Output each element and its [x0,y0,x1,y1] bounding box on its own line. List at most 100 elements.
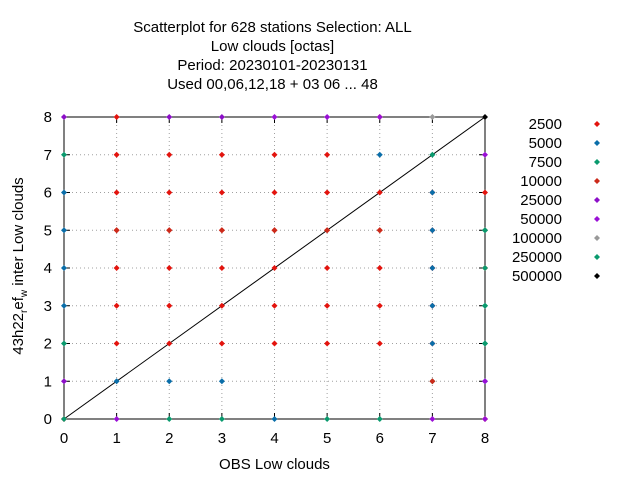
x-tick-label: 6 [376,430,384,447]
scatter-point [113,151,120,158]
scatter-point [166,340,173,347]
scatter-point [218,227,225,234]
legend-marker [594,235,600,241]
scatter-point [113,265,120,271]
scatter-point [166,114,173,120]
scatter-point [61,114,67,120]
chart-title-line-1: Scatterplot for 628 stations Selection: … [133,19,412,36]
scatter-point [271,302,278,309]
scatter-point [113,302,120,309]
y-tick-label: 1 [44,373,52,390]
scatter-point [324,302,331,309]
scatter-point [61,302,67,309]
scatter-point [218,302,225,309]
x-tick-label: 7 [428,430,436,447]
scatter-point [376,189,383,196]
legend-marker [594,178,600,184]
scatter-point [113,189,120,196]
scatter-point [166,227,173,234]
scatter-point [376,114,383,120]
x-axis-label: OBS Low clouds [219,456,330,473]
scatter-point [324,340,331,347]
scatter-point [166,189,173,196]
x-tick-label: 0 [60,430,68,447]
scatter-point [482,378,488,385]
scatter-point [324,227,331,234]
scatter-point [482,227,488,234]
scatter-point [482,302,488,309]
legend-label: 500000 [512,268,562,285]
scatter-point [429,340,436,347]
scatter-point [218,416,225,422]
legend-label: 10000 [520,173,562,190]
chart-title-line-4: Used 00,06,12,18 + 03 06 ... 48 [167,76,378,93]
scatter-point [376,416,383,422]
legend-marker [594,197,600,203]
scatter-point [218,151,225,158]
scatter-point [61,151,67,158]
x-tick-label: 4 [270,430,278,447]
scatter-point [218,189,225,196]
scatter-point [376,265,383,271]
data-points [61,114,488,422]
scatter-point [61,340,67,347]
scatter-point [482,340,488,347]
y-tick-label: 3 [44,298,52,315]
scatter-point [271,265,278,271]
y-axis-label-part-2: ef [10,297,27,310]
scatter-point [376,227,383,234]
scatter-point [429,302,436,309]
scatter-point [61,378,67,385]
scatter-point [429,265,436,271]
y-axis-label-part-1: 43h22 [10,312,27,355]
y-tick-label: 8 [44,109,52,126]
y-tick-label: 4 [44,260,52,277]
scatter-point [166,378,173,385]
legend-label: 5000 [529,135,562,152]
scatter-point [113,114,120,120]
scatter-point [218,114,225,120]
legend-label: 100000 [512,230,562,247]
scatter-point [113,340,120,347]
legend-label: 50000 [520,211,562,228]
legend-marker [594,159,600,165]
x-tick-label: 3 [218,430,226,447]
legend-marker [594,140,600,146]
y-tick-label: 0 [44,411,52,428]
scatter-point [218,265,225,271]
scatter-point [482,265,488,271]
y-axis-label-sub-1: r [19,309,30,313]
scatter-point [166,302,173,309]
legend-label: 250000 [512,249,562,266]
scatter-point [376,340,383,347]
scatter-point [271,227,278,234]
scatter-point [482,416,488,422]
chart-title-line-2: Low clouds [octas] [210,38,335,55]
scatter-point [271,189,278,196]
legend: 2500 5000 7500 10000 25000 50000 100000 250000 5… [512,116,600,285]
scatter-point [61,227,67,234]
legend-marker [594,216,600,222]
x-tick-label: 1 [112,430,120,447]
x-tick-label: 5 [323,430,331,447]
scatter-point [376,302,383,309]
x-tick-label: 2 [165,430,173,447]
y-axis-label: 43h22refw inter Low clouds [10,177,30,354]
scatter-point [429,378,436,385]
x-tick-label: 8 [481,430,489,447]
scatter-point [429,227,436,234]
scatter-point [429,189,436,196]
scatter-point [429,114,436,120]
y-axis-ticks: 0 1 2 3 4 5 6 7 8 [44,109,485,428]
scatter-point [113,378,120,385]
scatter-point [376,151,383,158]
legend-marker [594,273,600,279]
legend-label: 7500 [529,154,562,171]
y-tick-label: 5 [44,222,52,239]
scatter-point [429,151,436,158]
scatter-point [218,378,225,385]
scatter-point [218,340,225,347]
scatter-point [429,416,436,422]
scatter-point [61,189,67,196]
